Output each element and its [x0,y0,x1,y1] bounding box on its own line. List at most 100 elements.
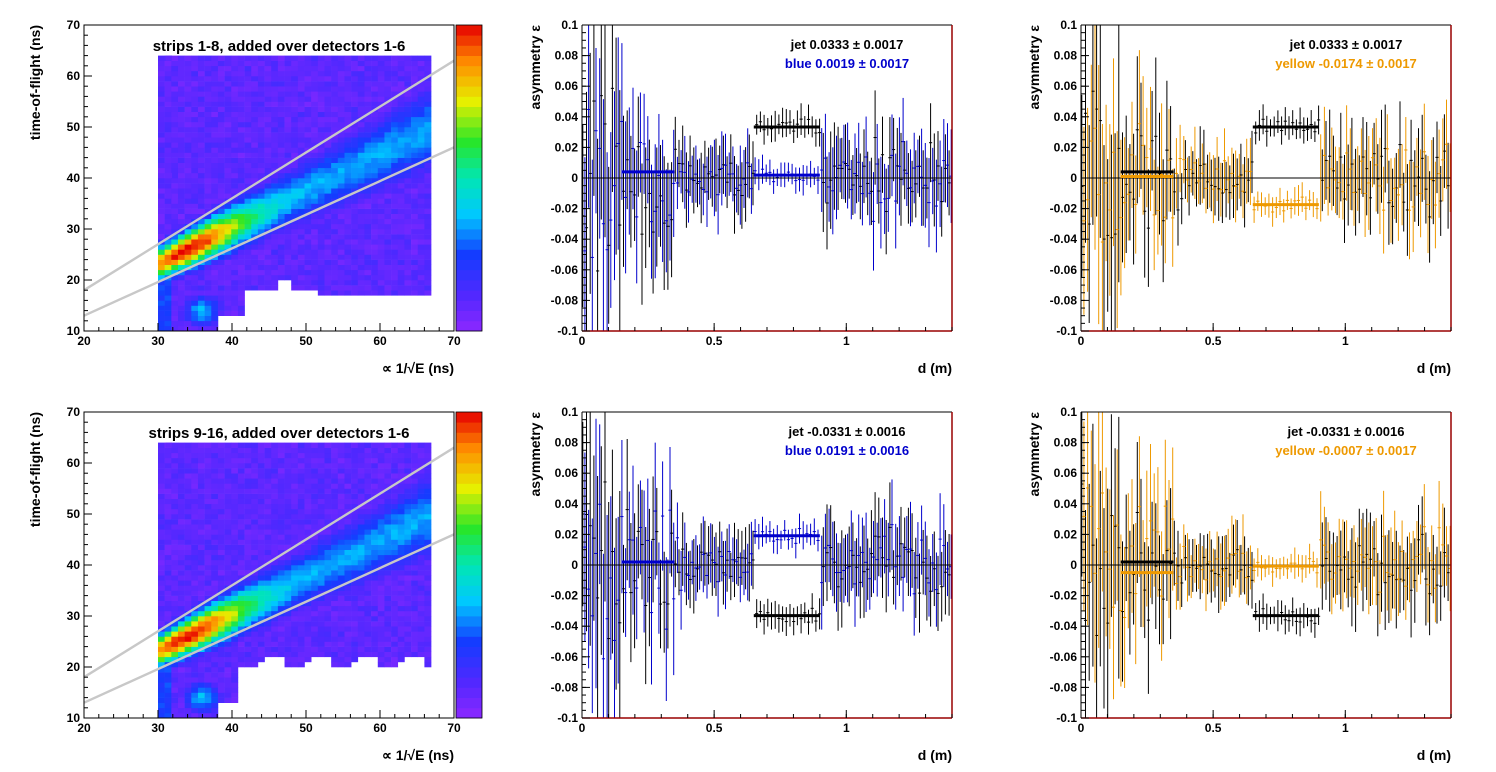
heatmap-cell [397,264,405,271]
heatmap-cell [224,544,232,550]
heatmap-cell [237,65,245,72]
heatmap-cell [231,111,239,118]
heatmap-cell [191,55,199,61]
heatmap-cell [317,213,325,220]
heatmap-cell [158,198,165,204]
heatmap-cell [237,300,245,306]
heatmap-cell [177,193,185,199]
heatmap-cell [171,315,179,322]
heatmap-cell [257,121,265,128]
heatmap-cell [197,452,205,459]
heatmap-cell [357,172,365,179]
heatmap-cell [291,524,299,530]
heatmap-cell [364,631,372,637]
heatmap-cell [364,651,372,658]
heatmap-cell [158,478,165,484]
heatmap-cell [271,646,279,652]
heatmap-cell [311,269,319,276]
heatmap-cell [171,320,179,327]
heatmap-cell [277,452,285,459]
heatmap-cell [304,559,312,566]
heatmap-cell [397,208,405,214]
heatmap-cell [271,559,279,566]
heatmap-cell [158,508,165,515]
heatmap-cell [204,325,212,332]
heatmap-cell [311,137,319,143]
heatmap-cell [411,249,419,255]
heatmap-cell [197,193,205,199]
heatmap-cell [224,692,232,698]
heatmap-cell [284,208,292,214]
heatmap-cell [317,524,325,530]
heatmap-cell [297,55,305,61]
heatmap-cell [271,544,279,550]
heatmap-cell [404,570,412,576]
heatmap-cell [371,508,379,515]
heatmap-cell [211,605,219,612]
heatmap-cell [337,188,345,194]
heatmap-cell [384,249,392,255]
heatmap-cell [277,554,285,561]
heatmap-cell [191,81,199,87]
heatmap-cell [351,498,359,505]
heatmap-cell [204,682,212,688]
heatmap-cell [231,229,239,235]
heatmap-cell [304,473,312,479]
heatmap-cell [231,621,239,627]
heatmap-cell [257,244,265,250]
heatmap-cell [158,147,165,153]
heatmap-cell [411,121,419,128]
heatmap-cell [291,137,299,143]
heatmap-cell [158,320,165,327]
heatmap-cell [271,60,279,67]
heatmap-cell [411,290,419,296]
heatmap-cell [204,65,212,72]
heatmap-cell [224,213,232,220]
heatmap-cell [257,162,265,169]
heatmap-cell [377,610,385,617]
heatmap-cell [204,116,212,123]
heatmap-cell [158,651,165,658]
heatmap-cell [351,147,359,153]
heatmap-cell [244,121,252,128]
legend-entry: jet 0.0333 ± 0.0017 [1289,37,1403,52]
heatmap-cell [237,554,245,561]
heatmap-cell [324,223,332,230]
heatmap-cell [364,493,372,499]
heatmap-cell [384,157,392,163]
heatmap-cell [364,534,372,540]
heatmap-cell [164,157,172,163]
heatmap-cell [251,641,259,647]
heatmap-cell [297,621,305,627]
heatmap-cell [244,559,252,566]
heatmap-cell [277,142,285,148]
heatmap-cell [211,636,219,642]
heatmap-cell [331,636,339,642]
heatmap-cell [177,712,185,719]
heatmap-cell [177,86,185,92]
heatmap-cell [304,269,312,276]
heatmap-cell [324,218,332,225]
heatmap-cell [377,193,385,199]
heatmap-cell [424,514,432,520]
heatmap-cell [391,641,399,647]
heatmap-cell [411,178,419,184]
heatmap-cell [277,188,285,194]
heatmap-cell [304,167,312,174]
heatmap-cell [191,478,199,484]
heatmap-cell [284,86,292,92]
heatmap-cell [291,147,299,153]
heatmap-cell [257,519,265,525]
heatmap-cell [391,101,399,107]
heatmap-cell [411,132,419,138]
heatmap-cell [304,60,312,67]
heatmap-cell [237,616,245,622]
heatmap-cell [191,697,199,703]
heatmap-cell [158,682,165,688]
heatmap-cell [284,70,292,77]
heatmap-cell [417,193,425,199]
heatmap-cell [164,590,172,596]
heatmap-cell [277,86,285,92]
heatmap-cell [417,183,425,189]
heatmap-cell [337,264,345,271]
